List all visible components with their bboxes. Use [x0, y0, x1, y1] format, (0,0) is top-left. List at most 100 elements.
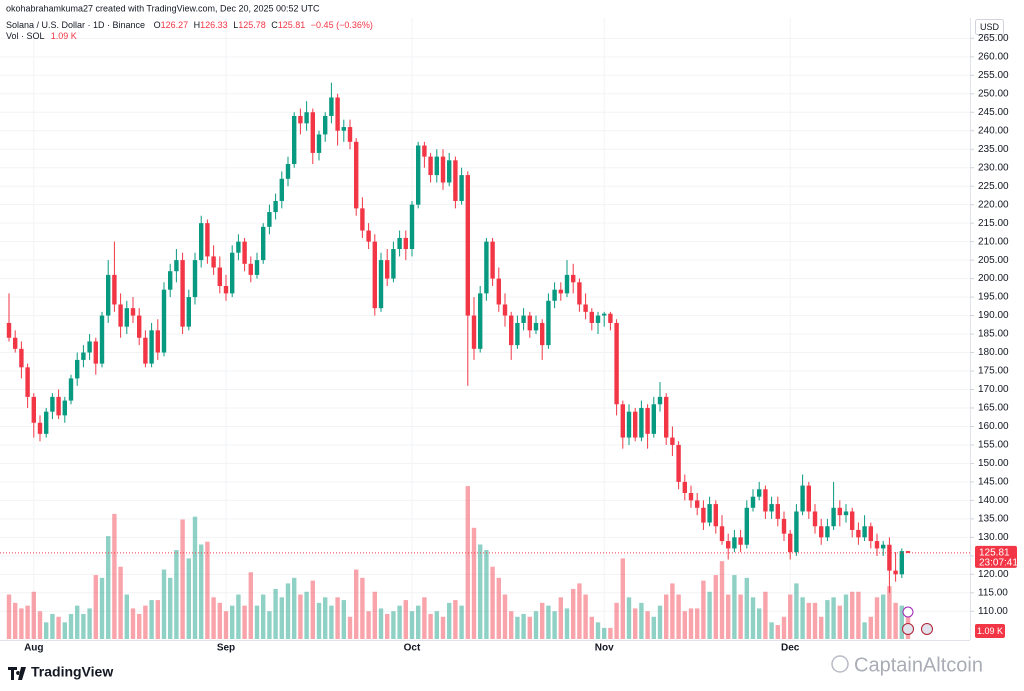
volume-bar [850, 591, 855, 639]
candle-body [552, 289, 557, 301]
candle-body [112, 274, 117, 305]
volume-bar [192, 516, 198, 639]
volume-bar [360, 577, 365, 639]
y-tick-label: 145.00 [978, 477, 1009, 488]
candle-body [732, 537, 737, 549]
candle-body [471, 315, 477, 349]
candle-body [360, 208, 365, 231]
candle-body [862, 526, 867, 538]
candle-body [546, 300, 551, 346]
y-tick-label: 185.00 [978, 329, 1009, 340]
y-tick-label: 220.00 [978, 199, 1009, 210]
legend: Solana / U.S. Dollar · 1D · Binance O126… [6, 20, 373, 30]
watermark: CaptainAltcoin [831, 654, 983, 676]
volume-bar [819, 616, 824, 639]
volume-bar [267, 611, 272, 639]
y-tick-label: 245.00 [978, 107, 1009, 118]
candle-body [881, 544, 886, 549]
candle-body [93, 341, 98, 364]
y-tick-label: 165.00 [978, 403, 1009, 414]
volume-bar [862, 622, 867, 639]
candle-body [602, 313, 607, 316]
volume-bar [626, 597, 632, 639]
volume-bar [719, 561, 725, 639]
volume-bar [633, 608, 638, 639]
candle-body [236, 241, 241, 253]
volume-bar [682, 611, 687, 639]
volume-bar [502, 594, 508, 639]
h-value: 126.33 [200, 20, 228, 30]
volume-bar [540, 602, 545, 639]
candle-body [174, 260, 179, 272]
y-tick-label: 205.00 [978, 255, 1009, 266]
volume-bar [87, 608, 92, 639]
y-tick-label: 160.00 [978, 421, 1009, 432]
volume-bar [56, 616, 61, 639]
volume-bar [397, 605, 402, 639]
volume-bar [800, 597, 805, 639]
event-icon[interactable] [902, 606, 914, 618]
volume-bar [552, 611, 557, 639]
candle-body [261, 226, 266, 261]
candle-body [633, 411, 638, 438]
volume-bar [874, 597, 880, 639]
volume-bar [757, 608, 762, 639]
volume-bar [769, 622, 774, 639]
y-tick-label: 265.00 [978, 33, 1009, 44]
volume-bar [254, 605, 260, 639]
currency-box[interactable] [975, 19, 1004, 35]
candle-body [422, 145, 427, 157]
y-tick-label: 260.00 [978, 51, 1009, 62]
y-tick-label: 170.00 [978, 384, 1009, 395]
event-flag[interactable] [921, 623, 933, 635]
candle-body [540, 322, 545, 346]
volume-bar [50, 613, 55, 639]
volume-bar [713, 575, 718, 639]
candle-body [738, 537, 743, 545]
volume-bar [614, 602, 619, 639]
volume-legend: Vol · SOL 1.09 K [6, 31, 77, 41]
volume-bar [447, 602, 452, 639]
candle-body [56, 396, 61, 416]
candle-body [118, 304, 123, 327]
candle-body [149, 330, 154, 364]
grid [0, 18, 970, 640]
candle-body [37, 422, 43, 434]
event-flag[interactable] [902, 623, 914, 635]
candle-body [25, 367, 30, 397]
candle-body [496, 278, 501, 305]
logo-text: TradingView [31, 664, 113, 680]
candle-body [713, 504, 718, 527]
volume-bar [509, 611, 514, 639]
candle-body [75, 359, 80, 379]
candle-body [199, 223, 204, 261]
currency[interactable]: USD [980, 22, 1000, 32]
candle-body [905, 551, 911, 553]
volume-bar [199, 544, 204, 639]
volume-bar [471, 527, 477, 639]
candle-body [639, 407, 644, 438]
candle-body [341, 127, 346, 131]
candle-body [397, 237, 402, 250]
volume-bar [81, 613, 86, 639]
volume-bar [589, 616, 594, 639]
candle-body [893, 570, 898, 575]
candle-body [453, 160, 458, 201]
candle-body [490, 241, 495, 279]
candle-body [298, 115, 303, 124]
candle-body [335, 97, 340, 131]
candle-body [137, 315, 142, 338]
candle-body [682, 481, 687, 493]
volume-bar [62, 622, 67, 639]
volume-bar [564, 608, 570, 639]
candle-body [887, 544, 892, 571]
volume-bar [99, 577, 105, 639]
volume-bar [645, 611, 650, 639]
candle-body [527, 315, 532, 331]
candle-body [707, 504, 712, 523]
candle-body [651, 404, 656, 434]
candle-body [347, 127, 353, 142]
candle-body [428, 156, 433, 176]
candle-body [750, 496, 756, 508]
candle-body [87, 341, 92, 353]
